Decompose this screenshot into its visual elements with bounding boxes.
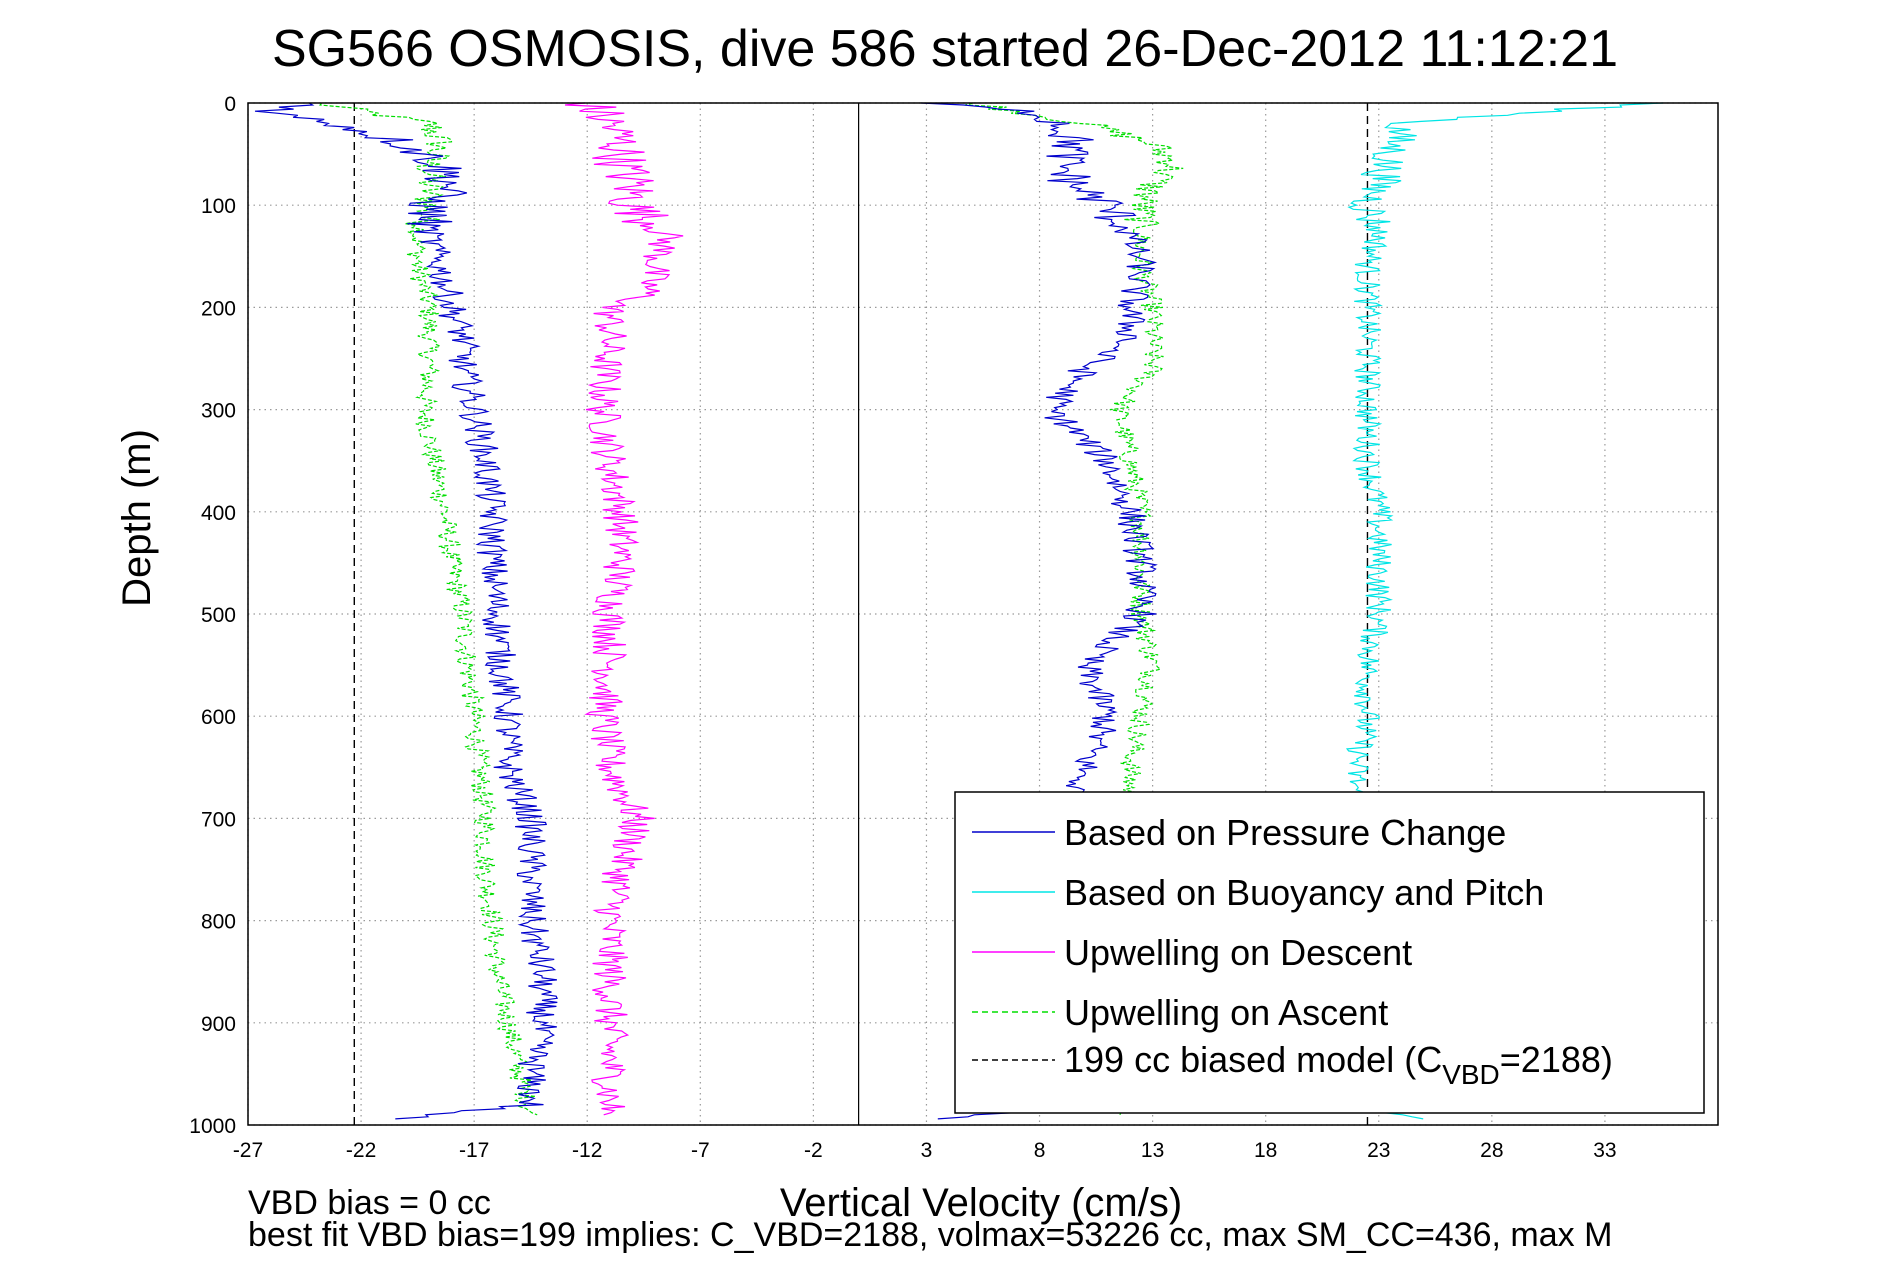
x-tick-label: 28 [1480, 1139, 1503, 1162]
legend-label-buoyancy: Based on Buoyancy and Pitch [1064, 872, 1544, 913]
footer-vbd-bias: VBD bias = 0 cc [248, 1184, 491, 1222]
x-tick-labels: -27 -22 -17 -12 -7 -2 3 8 13 18 23 28 33 [233, 1139, 1617, 1162]
x-tick-label: -12 [572, 1139, 602, 1162]
plot-frame [247, 102, 1719, 1126]
y-tick-label: 200 [201, 297, 236, 320]
x-tick-label: -22 [346, 1139, 376, 1162]
legend: Based on Pressure Change Based on Buoyan… [954, 791, 1705, 1114]
x-tick-label: 33 [1593, 1139, 1616, 1162]
y-tick-label: 900 [201, 1013, 236, 1036]
y-tick-labels: 0 100 200 300 400 500 600 700 800 900 1000 [189, 93, 236, 1138]
x-tick-label: -7 [691, 1139, 710, 1162]
y-axis-label: Depth (m) [115, 429, 159, 607]
x-tick-label: -2 [804, 1139, 823, 1162]
x-tick-label: 8 [1034, 1139, 1046, 1162]
legend-box [954, 791, 1705, 1114]
y-tick-label: 400 [201, 502, 236, 525]
x-tick-label: -27 [233, 1139, 263, 1162]
x-tick-label: 18 [1254, 1139, 1277, 1162]
y-tick-label: 1000 [189, 1115, 236, 1138]
y-tick-label: 0 [224, 93, 236, 116]
legend-label-pressure: Based on Pressure Change [1064, 812, 1506, 853]
series-descent-upwelling [564, 102, 684, 1116]
legend-label-ascent: Upwelling on Ascent [1064, 992, 1388, 1033]
y-tick-label: 500 [201, 604, 236, 627]
footer-best-fit: best fit VBD bias=199 implies: C_VBD=218… [248, 1216, 1612, 1254]
chart-title: SG566 OSMOSIS, dive 586 started 26-Dec-2… [272, 20, 1618, 78]
x-axis-label: Vertical Velocity (cm/s) [780, 1181, 1182, 1225]
legend-label-descent: Upwelling on Descent [1064, 932, 1412, 973]
x-tick-label: 13 [1141, 1139, 1164, 1162]
series-pressure-descent-leg [254, 102, 558, 1120]
x-tick-label: -17 [459, 1139, 489, 1162]
y-tick-label: 600 [201, 706, 236, 729]
legend-label-model: 199 cc biased model (CVBD=2188) [1064, 1039, 1613, 1090]
y-tick-label: 700 [201, 808, 236, 831]
x-tick-label: 23 [1367, 1139, 1390, 1162]
y-tick-label: 800 [201, 911, 236, 934]
y-tick-label: 100 [201, 195, 236, 218]
x-tick-label: 3 [921, 1139, 933, 1162]
series-ascent-upwelling-descent-leg [319, 102, 538, 1116]
y-tick-label: 300 [201, 400, 236, 423]
